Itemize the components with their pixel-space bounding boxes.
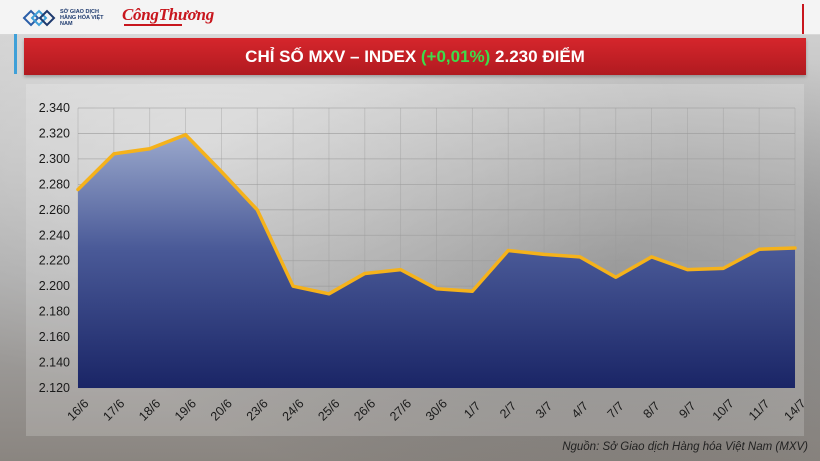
data-point <box>291 284 295 288</box>
y-tick-label: 2.160 <box>39 330 70 344</box>
y-tick-label: 2.340 <box>39 101 70 115</box>
y-tick-label: 2.240 <box>39 228 70 242</box>
data-point <box>184 133 187 136</box>
data-point <box>471 290 474 293</box>
mxv-logo: SỞ GIAO DỊCH HÀNG HÓA VIỆT NAM <box>22 6 110 30</box>
side-accent <box>14 34 17 74</box>
data-point <box>650 255 653 259</box>
y-tick-label: 2.120 <box>39 381 70 395</box>
data-point <box>578 255 582 259</box>
data-point <box>542 253 546 256</box>
y-tick-label: 2.220 <box>39 254 70 268</box>
data-point <box>76 188 80 191</box>
y-tick-label: 2.320 <box>39 126 70 140</box>
data-point <box>363 272 366 275</box>
data-point <box>757 248 761 251</box>
mxv-logo-text: SỞ GIAO DỊCH HÀNG HÓA VIỆT NAM <box>60 8 104 28</box>
header-bar: SỞ GIAO DỊCH HÀNG HÓA VIỆT NAM CôngThươn… <box>0 0 820 35</box>
data-point <box>148 147 151 150</box>
data-point <box>256 208 259 212</box>
title-suffix: 2.230 ĐIỂM <box>490 46 585 66</box>
chart-title: CHỈ SỐ MXV – INDEX (+0,01%) 2.230 ĐIỂM <box>24 38 806 75</box>
y-axis-ticks: 2.120 2.140 2.160 2.180 2.200 2.220 2.240 2.260… <box>39 101 70 395</box>
congthuong-logo-underline <box>124 24 182 26</box>
title-prefix: CHỈ SỐ MXV – INDEX <box>245 46 421 66</box>
area-fill <box>78 134 795 388</box>
y-tick-label: 2.280 <box>39 177 70 191</box>
source-note: Nguồn: Sở Giao dịch Hàng hóa Việt Nam (M… <box>562 441 808 453</box>
series-line <box>76 132 797 296</box>
title-change: (+0,01%) <box>420 46 491 66</box>
data-point <box>793 246 797 250</box>
congthuong-logo: CôngThương <box>122 5 214 24</box>
mxv-logo-icon <box>22 9 56 27</box>
data-point <box>614 276 617 279</box>
series-area <box>78 134 795 388</box>
data-point <box>722 267 725 270</box>
header-accent <box>802 4 804 34</box>
data-point <box>399 268 402 271</box>
data-point <box>507 249 510 252</box>
data-point <box>686 268 689 271</box>
data-point <box>112 152 116 156</box>
y-tick-label: 2.300 <box>39 152 70 166</box>
data-point <box>220 170 223 173</box>
y-tick-label: 2.260 <box>39 203 70 217</box>
y-tick-label: 2.180 <box>39 305 70 319</box>
y-tick-label: 2.140 <box>39 356 70 370</box>
data-point <box>435 287 438 290</box>
data-point <box>327 292 331 296</box>
y-tick-label: 2.200 <box>39 279 70 293</box>
